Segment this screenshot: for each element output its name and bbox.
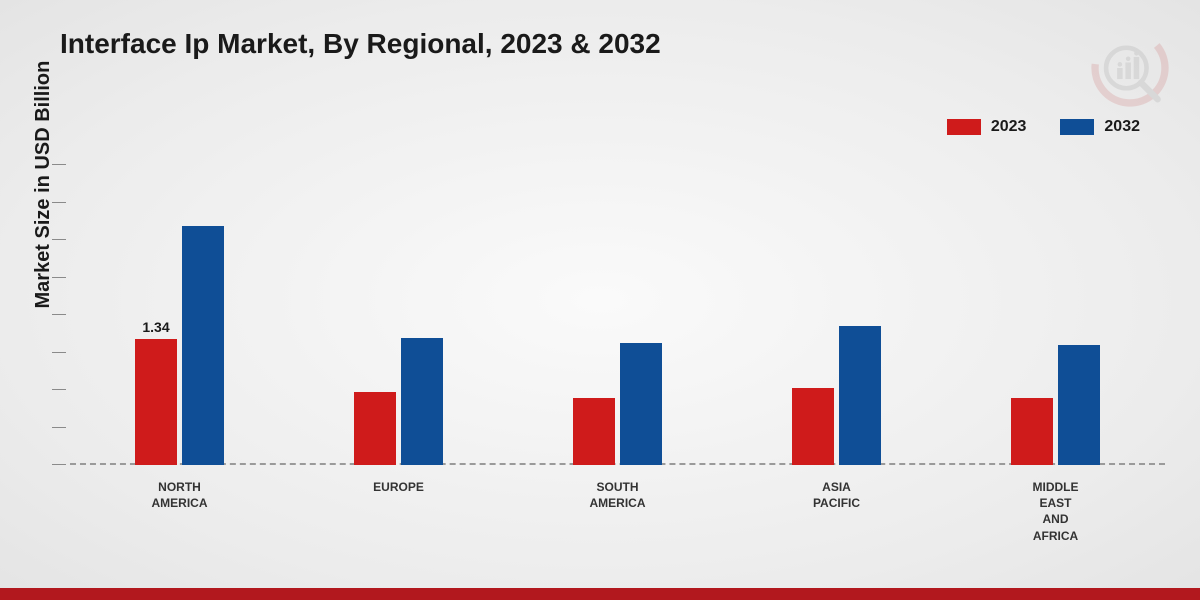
legend-swatch-2032: [1060, 119, 1094, 135]
bar-2032: [182, 226, 224, 465]
y-tick: [52, 352, 66, 353]
chart-title: Interface Ip Market, By Regional, 2023 &…: [60, 28, 661, 60]
footer-accent-bar: [0, 588, 1200, 600]
y-axis-label: Market Size in USD Billion: [32, 61, 55, 309]
page: Interface Ip Market, By Regional, 2023 &…: [0, 0, 1200, 600]
bar-2023: [573, 398, 615, 466]
plot-area: 1.34NORTH AMERICA EUROPE SOUTH AMERICA ASIA…: [70, 165, 1165, 465]
y-tick: [52, 202, 66, 203]
y-tick: [52, 389, 66, 390]
y-tick: [52, 277, 66, 278]
x-axis-label: MIDDLE EAST AND AFRICA: [986, 479, 1126, 544]
y-tick: [52, 314, 66, 315]
bar-2032: [620, 343, 662, 465]
bar-2023: [354, 392, 396, 465]
y-tick: [52, 164, 66, 165]
bar-2032: [839, 326, 881, 465]
bar-group: MIDDLE EAST AND AFRICA: [996, 165, 1116, 465]
bar-2023: [1011, 398, 1053, 466]
x-axis-label: EUROPE: [329, 479, 469, 495]
legend-swatch-2023: [947, 119, 981, 135]
legend: 2023 2032: [947, 118, 1140, 136]
bar-2023: [135, 339, 177, 465]
x-axis-label: NORTH AMERICA: [110, 479, 250, 511]
legend-label-2023: 2023: [991, 118, 1027, 136]
bar-group: ASIA PACIFIC: [777, 165, 897, 465]
bar-2023: [792, 388, 834, 465]
bar-group: 1.34NORTH AMERICA: [120, 165, 240, 465]
bar-2032: [401, 338, 443, 466]
x-axis-label: SOUTH AMERICA: [548, 479, 688, 511]
legend-item-2032: 2032: [1060, 118, 1140, 136]
legend-item-2023: 2023: [947, 118, 1027, 136]
bar-value-label: 1.34: [126, 319, 186, 335]
bar-group: EUROPE: [339, 165, 459, 465]
bar-group: SOUTH AMERICA: [558, 165, 678, 465]
x-axis-label: ASIA PACIFIC: [767, 479, 907, 511]
y-tick: [52, 239, 66, 240]
watermark-logo-icon: [1084, 22, 1176, 114]
y-tick: [52, 427, 66, 428]
y-tick: [52, 464, 66, 465]
bar-2032: [1058, 345, 1100, 465]
legend-label-2032: 2032: [1104, 118, 1140, 136]
